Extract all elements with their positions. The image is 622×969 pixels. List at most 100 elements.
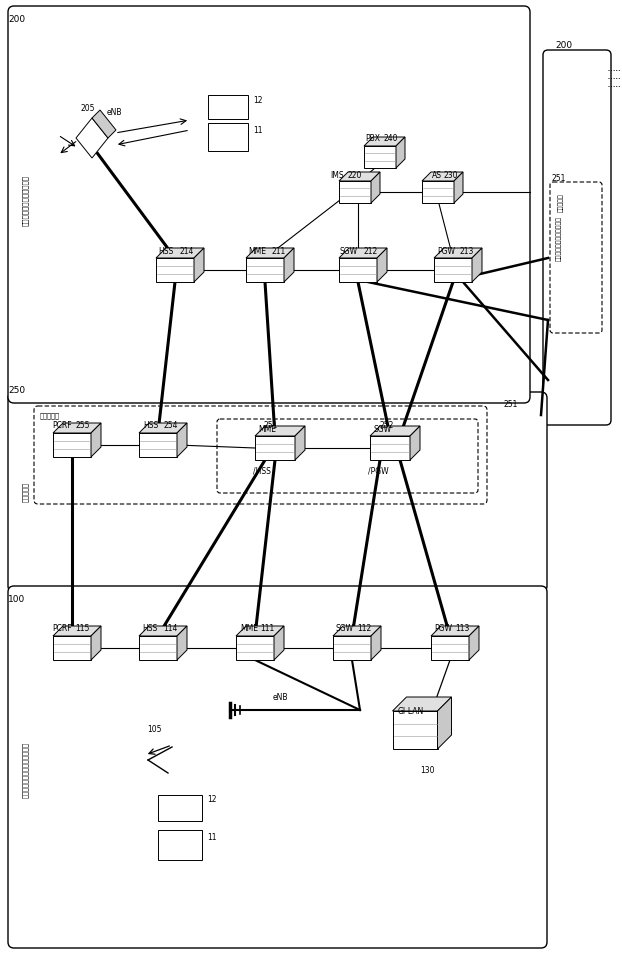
FancyBboxPatch shape <box>16 14 522 395</box>
Text: SGW: SGW <box>373 425 391 434</box>
Bar <box>208 95 248 119</box>
Polygon shape <box>246 248 294 258</box>
Polygon shape <box>431 636 469 660</box>
Text: 111: 111 <box>260 624 274 633</box>
Polygon shape <box>370 426 420 436</box>
Text: 240: 240 <box>383 134 397 143</box>
FancyBboxPatch shape <box>8 6 530 403</box>
FancyBboxPatch shape <box>8 392 547 592</box>
Text: HSS: HSS <box>142 624 157 633</box>
Polygon shape <box>284 248 294 282</box>
Text: 113: 113 <box>455 624 470 633</box>
Text: 130: 130 <box>420 766 435 775</box>
Text: 200: 200 <box>555 41 572 50</box>
Text: 目標中継網: 目標中継網 <box>558 193 564 212</box>
Text: 115: 115 <box>75 624 90 633</box>
Polygon shape <box>392 711 437 749</box>
Text: 250: 250 <box>8 386 25 395</box>
Polygon shape <box>139 636 177 660</box>
Text: IMS: IMS <box>330 171 343 180</box>
Text: 11: 11 <box>207 833 216 842</box>
FancyBboxPatch shape <box>34 406 487 504</box>
Text: PGW: PGW <box>434 624 452 633</box>
FancyBboxPatch shape <box>20 18 518 391</box>
FancyBboxPatch shape <box>543 50 611 425</box>
Polygon shape <box>469 626 479 660</box>
Text: MME: MME <box>248 247 266 256</box>
Polygon shape <box>339 258 377 282</box>
Text: PCRF: PCRF <box>52 624 72 633</box>
Polygon shape <box>434 248 482 258</box>
Polygon shape <box>246 258 284 282</box>
Text: 第１通信網（キャリア通信網）: 第１通信網（キャリア通信網） <box>22 742 29 798</box>
Text: PBX: PBX <box>365 134 380 143</box>
Polygon shape <box>53 423 101 433</box>
Polygon shape <box>396 137 405 168</box>
Polygon shape <box>53 636 91 660</box>
Text: /HSS: /HSS <box>253 466 271 475</box>
Text: 251: 251 <box>263 421 277 430</box>
Text: 251: 251 <box>552 174 567 183</box>
Text: eNB: eNB <box>107 108 123 117</box>
Polygon shape <box>434 258 472 282</box>
Text: PGW: PGW <box>437 247 455 256</box>
Polygon shape <box>422 172 463 181</box>
Bar <box>158 830 202 860</box>
Polygon shape <box>53 626 101 636</box>
Polygon shape <box>156 258 194 282</box>
Polygon shape <box>339 172 380 181</box>
Polygon shape <box>177 626 187 660</box>
FancyBboxPatch shape <box>12 10 526 399</box>
Polygon shape <box>295 426 305 460</box>
Text: 205: 205 <box>81 104 95 113</box>
Polygon shape <box>410 426 420 460</box>
Polygon shape <box>371 172 380 203</box>
Text: 12: 12 <box>253 96 262 105</box>
Polygon shape <box>454 172 463 203</box>
Text: 200: 200 <box>8 15 25 24</box>
Polygon shape <box>76 118 108 158</box>
Text: AS: AS <box>432 171 442 180</box>
Text: eNB: eNB <box>272 693 288 702</box>
Polygon shape <box>139 626 187 636</box>
Polygon shape <box>255 426 305 436</box>
Polygon shape <box>177 423 187 457</box>
Text: 11: 11 <box>253 126 262 135</box>
Text: 254: 254 <box>163 421 177 430</box>
Polygon shape <box>431 626 479 636</box>
Polygon shape <box>370 436 410 460</box>
Polygon shape <box>236 636 274 660</box>
Text: 214: 214 <box>180 247 194 256</box>
Text: 112: 112 <box>357 624 371 633</box>
Text: SGW: SGW <box>336 624 354 633</box>
Polygon shape <box>364 146 396 168</box>
Polygon shape <box>139 433 177 457</box>
Polygon shape <box>339 181 371 203</box>
Polygon shape <box>377 248 387 282</box>
Text: 保小中継網: 保小中継網 <box>40 412 60 419</box>
Text: 211: 211 <box>271 247 285 256</box>
Polygon shape <box>437 697 452 749</box>
Polygon shape <box>92 110 116 138</box>
Text: 100: 100 <box>8 595 26 604</box>
Polygon shape <box>194 248 204 282</box>
Text: 212: 212 <box>363 247 378 256</box>
Text: 213: 213 <box>459 247 473 256</box>
Text: GI-LAN: GI-LAN <box>398 707 424 716</box>
Text: 保小中継網: 保小中継網 <box>22 482 29 502</box>
Polygon shape <box>274 626 284 660</box>
Text: MME: MME <box>240 624 258 633</box>
FancyBboxPatch shape <box>550 182 602 333</box>
Polygon shape <box>333 626 381 636</box>
Polygon shape <box>472 248 482 282</box>
Bar <box>208 123 248 151</box>
Text: 114: 114 <box>163 624 177 633</box>
FancyBboxPatch shape <box>8 586 547 948</box>
Text: SGW: SGW <box>340 247 358 256</box>
Text: 220: 220 <box>348 171 363 180</box>
Polygon shape <box>392 697 452 711</box>
Polygon shape <box>236 626 284 636</box>
Polygon shape <box>333 636 371 660</box>
Text: 252: 252 <box>380 421 394 430</box>
Polygon shape <box>91 626 101 660</box>
